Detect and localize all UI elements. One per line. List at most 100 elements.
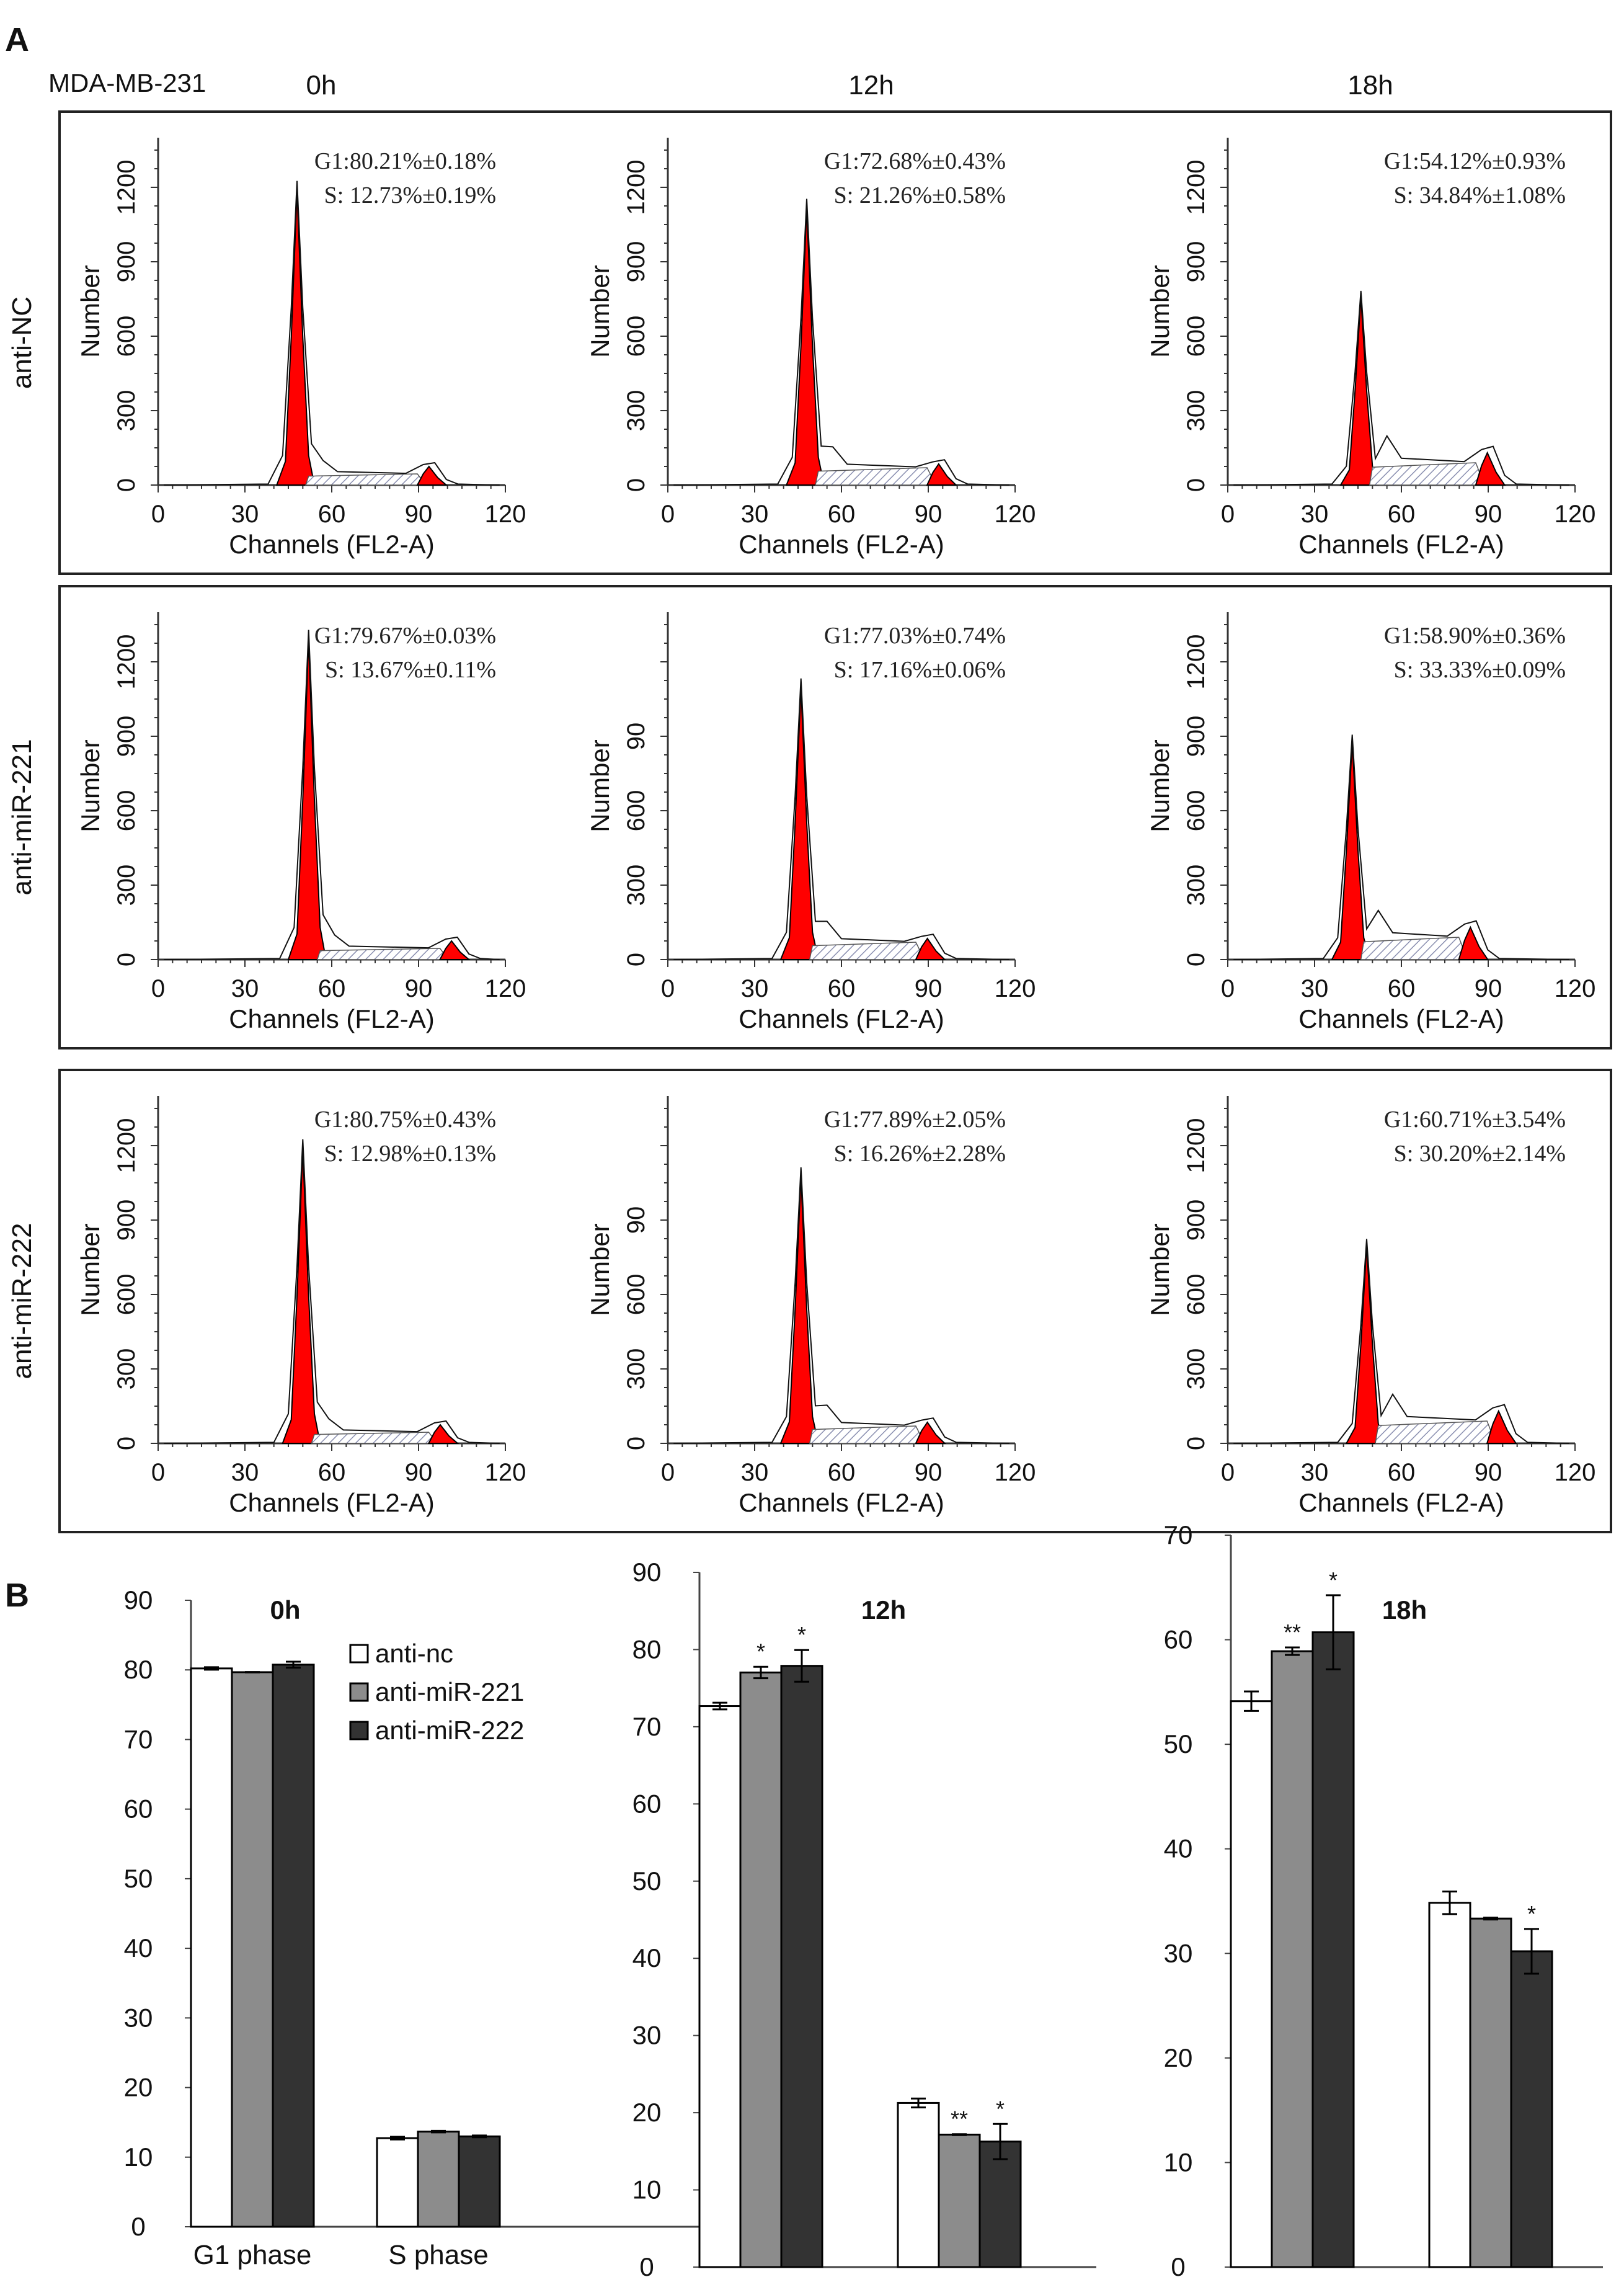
y-tick-label: 0 [131,2212,145,2241]
s-percentage: S: 17.16%±0.06% [834,657,1006,683]
x-tick-label: 120 [995,501,1036,528]
bar-anti-nc-S-phase [1428,1902,1471,2268]
y-tick-label: 70 [124,1724,153,1753]
y-tick-label: 0 [623,953,650,966]
y-tick-label: 900 [113,716,140,757]
g2-peak-fill [915,1421,947,1444]
x-tick-label: 0 [661,1459,675,1486]
x-tick-label: 0 [151,501,165,528]
significance-marker: * [1527,1901,1536,1927]
y-tick-label: 90 [623,723,650,751]
y-tick-label: 300 [113,1348,140,1390]
x-tick-label: 30 [741,975,769,1002]
s-phase-fill [1360,937,1468,960]
x-tick-label: 120 [485,1459,526,1486]
y-tick-label: 80 [632,1634,662,1664]
panel-a: A MDA-MB-231 0h 12h 18h anti-NC anti-miR-221 an… [5,21,1612,1533]
x-tick-label: 30 [231,501,259,528]
histogram-outline [164,180,500,486]
x-axis-label: Channels (FL2-A) [229,530,434,559]
y-tick-label: 1200 [113,635,140,690]
chart-title: 18h [1382,1595,1427,1624]
y-tick-label: 300 [623,390,650,432]
x-axis-label: Channels (FL2-A) [229,1004,434,1033]
bar-anti-miR-222-S-phase [458,2135,501,2228]
s-phase-fill [1375,1420,1497,1444]
y-tick-label: 300 [1183,865,1210,906]
g1-peak-fill [779,1175,819,1444]
y-tick-label: 900 [1183,1200,1210,1241]
row-label-anti-miR-222: anti-miR-222 [7,1223,37,1379]
row-label-anti-miR-221: anti-miR-221 [7,739,37,896]
x-axis-label: Channels (FL2-A) [1298,1004,1504,1033]
g1-percentage: G1:80.75%±0.43% [314,1107,496,1133]
significance-marker: ** [951,2106,968,2132]
y-tick-label: 20 [1164,2043,1193,2072]
x-tick-label: 30 [1301,501,1329,528]
y-tick-label: 1200 [1183,1118,1210,1174]
y-tick-label: 1200 [623,160,650,215]
x-tick-label: 90 [405,501,433,528]
y-tick-label: 300 [623,865,650,906]
x-tick-label: 60 [1388,501,1416,528]
y-tick-label: 40 [1164,1834,1193,1863]
significance-marker: * [996,2096,1005,2121]
s-phase-fill [316,948,450,960]
x-tick-label: 30 [231,1459,259,1486]
x-tick-label: 0 [151,1459,165,1486]
bar-anti-miR-222-S-phase [1510,1950,1553,2268]
significance-marker: * [757,1639,765,1664]
y-tick-label: 900 [113,241,140,283]
bar-anti-miR-221-S-phase [1469,1917,1512,2268]
cell-line-label: MDA-MB-231 [48,68,206,97]
g1-percentage: G1:58.90%±0.36% [1384,623,1566,649]
y-tick-label: 900 [1183,716,1210,757]
column-title-12h: 12h [848,70,894,100]
legend-label-anti-miR-221: anti-miR-221 [375,1677,524,1706]
row-label-anti-NC: anti-NC [7,296,37,389]
g1-percentage: G1:80.21%±0.18% [314,148,496,174]
y-tick-label: 60 [124,1794,153,1824]
g1-percentage: G1:54.12%±0.93% [1384,148,1566,174]
y-tick-label: 300 [113,865,140,906]
y-tick-label: 0 [1183,478,1210,492]
g1-peak-fill [785,207,825,486]
y-tick-label: 90 [623,1206,650,1234]
histogram-outline [1233,1239,1569,1444]
y-axis-label: Number [585,1223,615,1316]
y-tick-label: 300 [113,390,140,432]
x-tick-label: 60 [1388,1459,1416,1486]
g1-peak-fill [1339,296,1380,486]
x-tick-label: 90 [405,1459,433,1486]
g1-peak-fill [282,1147,321,1444]
s-phase-fill [815,467,937,486]
bar-anti-nc-G1-phase [698,1705,742,2268]
y-tick-label: 0 [1171,2252,1185,2277]
x-tick-label: 120 [995,975,1036,1002]
y-tick-label: 60 [632,1789,662,1818]
s-percentage: S: 33.33%±0.09% [1394,657,1566,683]
y-tick-label: 600 [113,1274,140,1316]
y-tick-label: 300 [623,1348,650,1390]
s-percentage: S: 16.26%±2.28% [834,1141,1006,1167]
bar-chart-0h: 0h 0 10 20 30 40 50 60 70 80 90 G1 phase S phase anti… [124,1585,786,2270]
x-tick-label: 30 [741,1459,769,1486]
g1-peak-fill [275,189,316,486]
y-tick-label: 600 [1183,316,1210,357]
legend-label-anti-miR-222: anti-miR-222 [375,1716,524,1745]
row-frame [58,110,1612,575]
y-tick-label: 10 [1164,2147,1193,2177]
significance-marker: * [1329,1567,1338,1593]
column-title-18h: 18h [1347,70,1393,100]
x-tick-label: 90 [405,975,433,1002]
bar-anti-miR-222-G1-phase [272,1664,315,2228]
g1-percentage: G1:72.68%±0.43% [824,148,1006,174]
y-tick-label: 0 [623,478,650,492]
g2-peak-fill [1475,451,1506,486]
y-tick-label: 0 [113,478,140,492]
y-tick-label: 600 [1183,1274,1210,1316]
